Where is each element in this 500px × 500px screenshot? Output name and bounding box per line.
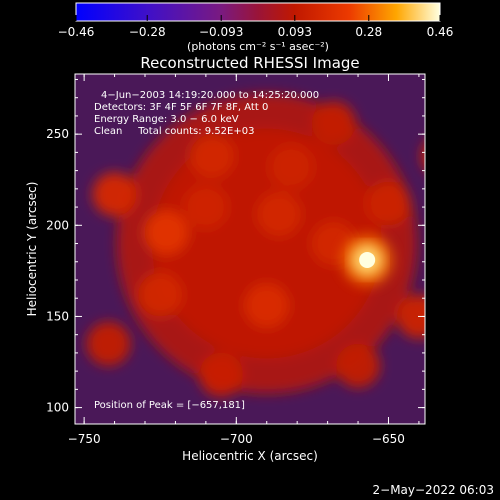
plot-frame [74, 73, 426, 425]
heatmap-blob [92, 172, 137, 217]
colorbar-tick-label: −0.28 [129, 25, 166, 39]
heatmap-blob [311, 101, 356, 146]
x-axis-ticks: −750−700−650−600 [68, 74, 420, 446]
y-tick-label: 200 [46, 218, 69, 232]
colorbar-ticks [75, 15, 441, 21]
colorbar-tick-label: −0.093 [199, 25, 243, 39]
heatmap-blob [458, 181, 500, 225]
colorbar-tick-label: −0.46 [58, 25, 95, 39]
y-tick-label: 250 [46, 127, 69, 141]
colorbar-units: (photons cm⁻² s⁻¹ asec⁻²) [187, 40, 329, 53]
chart-title: Reconstructed RHESSI Image [140, 54, 359, 72]
x-tick-label: −700 [220, 432, 253, 446]
colorbar-tick-label: 0.093 [278, 25, 312, 39]
heatmap-blob [421, 143, 425, 169]
info-detectors: Detectors: 3F 4F 5F 6F 7F 8F, Att 0 [94, 102, 268, 113]
colorbar-tick-label: 0.28 [355, 25, 382, 39]
x-tick-label: −650 [372, 432, 405, 446]
heatmap-blob [488, 240, 500, 284]
info-energy-range: Energy Range: 3.0 − 6.0 keV [94, 114, 239, 125]
footer-timestamp: 2−May−2022 06:03 [373, 483, 495, 497]
y-tick-label: 150 [46, 309, 69, 323]
heatmap [75, 74, 500, 424]
heatmap-blob [336, 343, 381, 388]
heatmap-blob [269, 144, 314, 189]
heatmap-blob [138, 272, 183, 317]
observation-info: 4−Jun−2003 14:19:20.000 to 14:25:20.000 … [94, 90, 319, 137]
peak-position-label: Position of Peak = [−657,181] [94, 400, 245, 411]
colorbar: −0.46 −0.28 −0.093 0.093 0.28 0.46 (photons c… [58, 2, 454, 53]
heatmap-blob [144, 210, 189, 255]
y-tick-label: 100 [46, 401, 69, 415]
heatmap-blob [189, 134, 234, 179]
heatmap-blob [183, 185, 228, 230]
colorbar-tick-labels: −0.46 −0.28 −0.093 0.093 0.28 0.46 [58, 25, 454, 39]
heatmap-blob [199, 352, 244, 397]
x-tick-label: −750 [68, 432, 101, 446]
colorbar-gradient [75, 2, 441, 22]
heatmap-blob [366, 181, 411, 226]
y-axis-title: Heliocentric Y (arcsec) [25, 182, 39, 317]
heatmap-blob [244, 283, 289, 328]
heatmap-blob [396, 294, 425, 339]
heatmap-blob [86, 321, 131, 366]
info-clean-counts: Clean Total counts: 9.52E+03 [94, 126, 254, 137]
heatmap-blob [464, 331, 500, 375]
info-time-range: 4−Jun−2003 14:19:20.000 to 14:25:20.000 [101, 90, 319, 101]
heatmap-blob [256, 192, 301, 237]
colorbar-tick-label: 0.46 [427, 25, 454, 39]
y-axis-ticks: 100 150 200 250 [46, 78, 425, 415]
x-axis-title: Heliocentric X (arcsec) [182, 449, 318, 463]
peak-source [359, 251, 376, 268]
